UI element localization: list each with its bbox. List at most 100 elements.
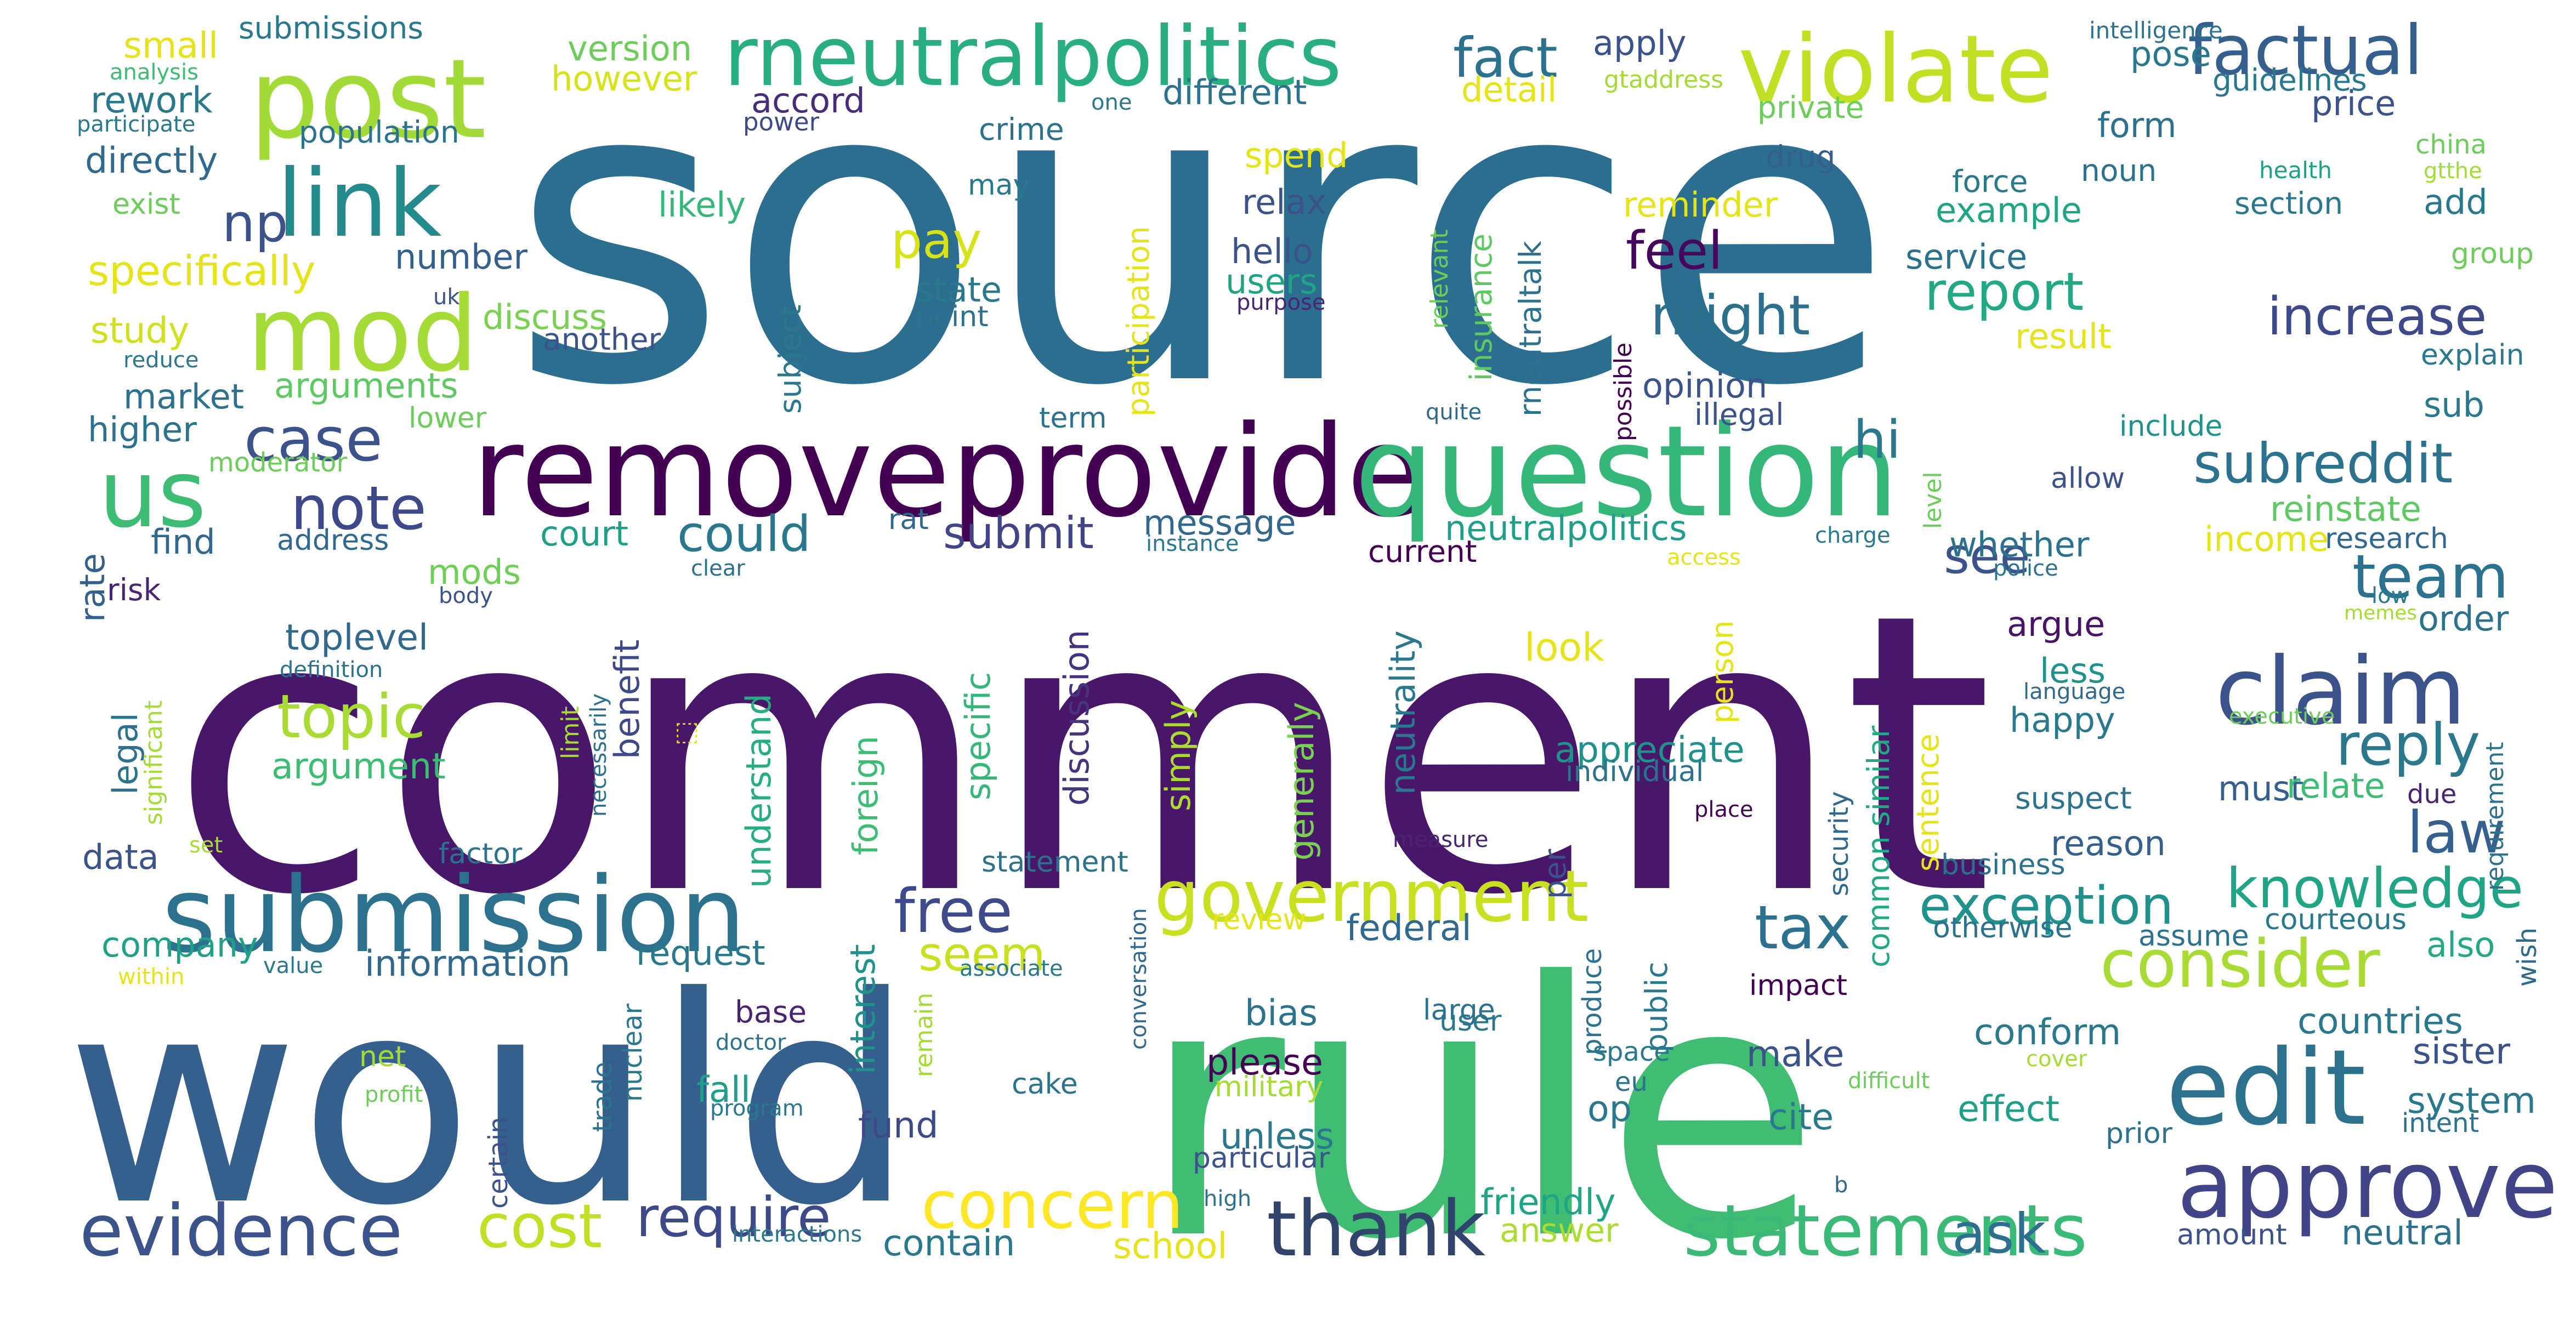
word: order [2418,599,2509,639]
word: add [2424,182,2488,222]
word: remain [910,993,938,1077]
word: users [1225,261,1318,301]
word: understand [739,693,779,888]
word: wish [2512,928,2543,987]
word: foreign [846,736,886,855]
word: rate [72,553,112,622]
word: appreciate [1554,730,1745,771]
word: value [263,953,323,978]
word: less [2040,651,2106,691]
word: prior [2106,1117,2173,1150]
word: could [677,505,811,563]
word: health [2259,157,2332,184]
word: please [1206,1042,1323,1083]
word: allow [2051,462,2125,495]
word: one [1091,90,1132,115]
word: conversation [1126,908,1151,1050]
word: whether [1949,525,2090,565]
word: exception [1919,876,2174,936]
word: courteous [2265,903,2407,936]
word: school [1113,1226,1227,1267]
word: rule [1141,908,1820,1316]
word: pay [891,212,982,270]
word: definition [280,657,383,682]
word: charge [1815,523,1891,548]
word: cite [1768,1097,1834,1138]
word: state [916,270,1002,310]
word: submit [943,508,1094,559]
word: submissions [239,10,423,45]
word: net [359,1040,406,1073]
word: otherwise [1933,912,2073,945]
word: toplevel [285,617,428,658]
word: free [894,876,1013,946]
word: exist [112,188,180,221]
word: statement [981,846,1128,879]
word: user [1439,1005,1502,1038]
word: clear [691,556,745,581]
word: section [2234,186,2343,221]
word: request [636,933,765,973]
word: argue [2007,604,2105,644]
word: different [1162,72,1307,112]
word: person [1705,620,1740,724]
word: ask [1952,1202,2046,1266]
word: unless [1220,1116,1334,1157]
word: increase [2267,287,2487,347]
word: address [277,524,389,557]
word: neutral [2341,1213,2463,1253]
word: requirement [2481,742,2509,891]
word: study [90,310,189,351]
word: another [543,322,661,357]
word: reason [2051,823,2166,863]
word: trade [587,1062,618,1132]
word: example [1936,190,2082,230]
word: sentence [1910,733,1945,872]
word: see [1944,527,2030,585]
word: relevant [1426,229,1454,329]
word: apply [1593,23,1687,63]
word: per [1537,849,1573,899]
word: may [968,169,1030,202]
word: report [1925,262,2084,322]
word: happy [2010,700,2115,740]
word: participation [1121,226,1156,417]
word: illegal [1694,397,1784,432]
word: tax [1755,892,1851,963]
word: claim [2215,638,2466,746]
word: consider [2100,926,2380,1003]
word: form [2097,105,2177,145]
word: government [1154,855,1589,938]
word: approve [2177,1131,2558,1239]
word: reply [2336,712,2480,778]
word: high [1204,1186,1251,1211]
word: seem [918,928,1046,982]
word: link [277,150,442,258]
word: subject [773,305,808,414]
word: make [1746,1034,1844,1075]
word: certain [483,1117,514,1209]
word: nuclear [617,1003,648,1102]
word: include [2119,410,2222,443]
word: op [1587,1089,1632,1130]
word: feel [1626,221,1723,281]
word: sister [2413,1031,2510,1072]
word: result [2015,316,2111,356]
word: security [1824,791,1854,896]
word: b [1834,1173,1848,1198]
word: note [291,473,427,543]
word: concern [921,1168,1184,1244]
word: intent [2402,1108,2479,1139]
word: income [2204,519,2329,559]
word: relax [1242,182,1326,222]
word: gtthe [2424,158,2482,184]
word: rat [888,503,929,536]
word: court [540,514,628,554]
word: low [2371,583,2409,608]
word: directly [85,140,218,181]
word: place [1694,797,1754,822]
word: military [1215,1071,1323,1103]
word: crime [979,112,1064,147]
word: specifically [88,247,315,295]
